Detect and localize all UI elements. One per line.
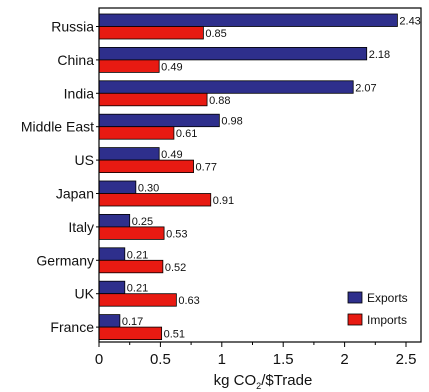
legend-label-exports: Exports [367,291,408,305]
bar-imports [98,59,160,73]
bar-exports [98,247,126,261]
value-label-exports: 0.21 [127,283,148,295]
value-label-imports: 0.63 [178,295,199,307]
category-label: Russia [51,19,94,35]
value-label-imports: 0.88 [209,95,230,107]
category-label: UK [75,286,95,302]
value-label-exports: 0.21 [127,249,148,261]
x-tick-label: 2.5 [396,351,417,368]
value-label-imports: 0.53 [166,228,187,240]
bar-imports [98,293,177,307]
value-label-exports: 2.43 [399,16,420,28]
bar-imports [98,226,165,240]
bar-exports [98,213,131,228]
value-label-imports: 0.85 [205,28,226,40]
category-label: France [50,319,94,335]
legend: Exports Imports [347,291,408,327]
bar-exports [98,180,137,194]
bar-exports [98,314,121,328]
value-label-imports: 0.91 [213,195,234,207]
x-tick-label: 0 [95,351,103,368]
category-label: Germany [36,252,94,268]
bar-exports [98,147,160,161]
value-label-exports: 0.25 [132,216,153,228]
bar-exports [98,47,368,61]
bar-imports [98,259,164,274]
value-label-imports: 0.77 [196,162,217,174]
labels-layer: Russia 2.43 0.85 China 2.18 0.49 India 2.07 0.88… [21,16,421,341]
value-label-exports: 0.49 [161,149,182,161]
bar-imports [98,126,175,140]
value-label-exports: 0.17 [122,316,143,328]
plot-frame [98,7,422,343]
bar-exports [98,80,354,94]
x-axis-title: kg CO2/$Trade [214,372,313,391]
legend-swatch-exports [347,291,363,304]
bar-imports [98,92,208,107]
x-tick-label: 2 [340,351,348,368]
bar-imports [98,159,194,174]
value-label-exports: 0.30 [138,183,159,195]
legend-label-imports: Imports [367,313,407,327]
category-label: Middle East [21,119,94,135]
legend-swatch-imports [347,313,363,326]
category-label: Italy [68,219,94,235]
value-label-exports: 2.18 [369,49,390,61]
bar-exports [98,280,126,295]
category-label: China [57,52,94,68]
value-label-imports: 0.52 [165,262,186,274]
category-label: US [75,152,94,168]
value-label-imports: 0.49 [161,61,182,73]
bar-exports [98,13,398,27]
bar-imports [98,26,204,40]
x-tick-label: 1 [218,351,226,368]
value-label-imports: 0.51 [164,329,185,341]
category-label: Japan [56,186,94,202]
bar-imports [98,326,163,341]
value-label-exports: 0.98 [221,116,242,128]
value-label-imports: 0.61 [176,128,197,140]
x-tick-label: 1.5 [273,351,294,368]
x-tick-label: 0.5 [150,351,171,368]
axes-layer: 0 0.5 1 1.5 2 2.5 [95,7,422,368]
category-label: India [64,85,95,101]
bar-imports [98,193,212,207]
value-label-exports: 2.07 [355,82,376,94]
bar-exports [98,113,220,128]
